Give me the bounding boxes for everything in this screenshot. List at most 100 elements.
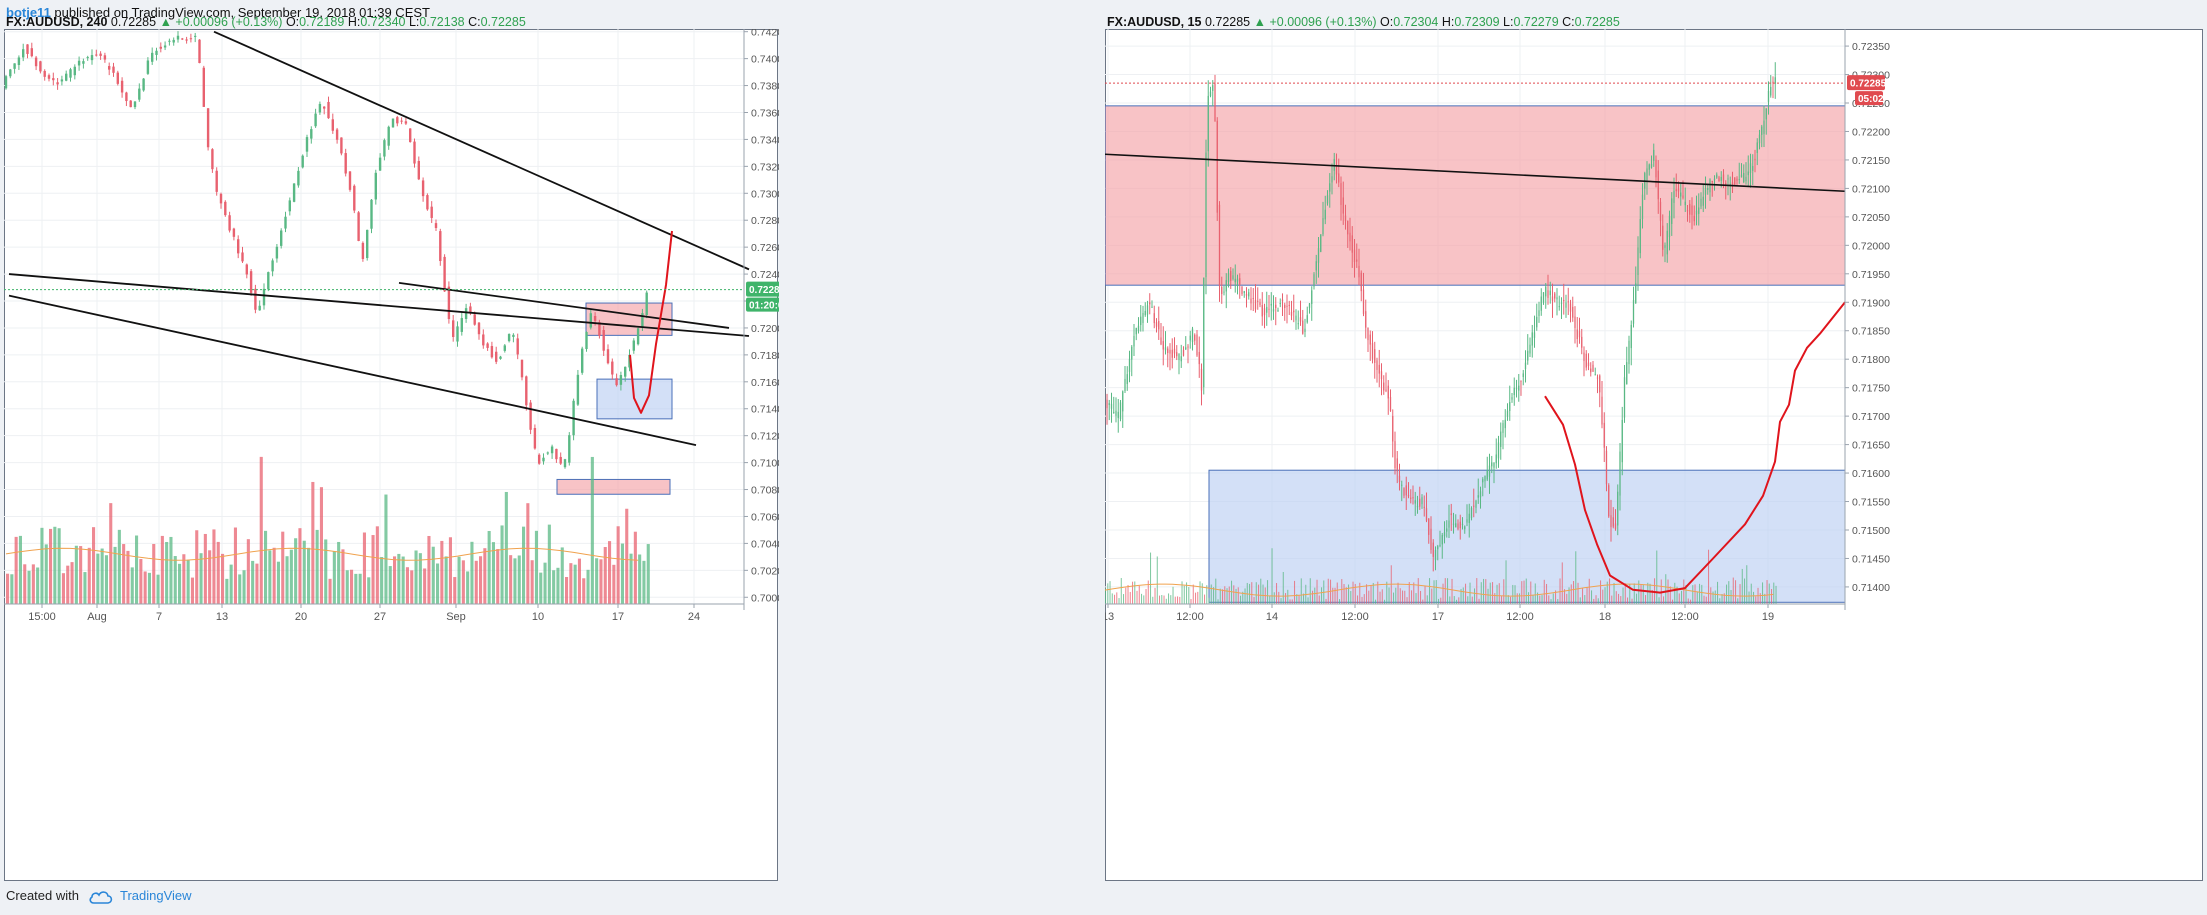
- candle-body: [1374, 349, 1376, 363]
- candle-body: [280, 230, 283, 246]
- volume-bar: [375, 526, 379, 604]
- trendline-0[interactable]: [8, 273, 750, 337]
- trendline-2[interactable]: [398, 281, 730, 329]
- volume-bar: [255, 563, 259, 604]
- candle-body: [1151, 306, 1153, 308]
- candle-body: [1722, 174, 1725, 182]
- volume-bar: [448, 537, 452, 604]
- candle-body: [1398, 475, 1401, 482]
- candle-body: [1765, 108, 1767, 120]
- volume-bar: [53, 526, 57, 604]
- volume-bar: [1577, 582, 1579, 604]
- volume-bar: [595, 558, 599, 604]
- candle-body: [1542, 292, 1545, 303]
- candle-body: [1770, 86, 1772, 96]
- volume-bar: [1280, 598, 1282, 604]
- candle-body: [1178, 353, 1180, 361]
- candle-body: [1662, 225, 1664, 250]
- candle-body: [469, 306, 472, 313]
- projection-path[interactable]: [629, 230, 673, 414]
- candle-body: [1630, 324, 1632, 349]
- candle-body: [1349, 232, 1351, 242]
- volume-bar: [1708, 549, 1710, 604]
- candle-body: [1119, 402, 1122, 419]
- price-tag: 0.72285: [1850, 79, 1887, 90]
- trendline-3[interactable]: [213, 30, 750, 271]
- right-chart[interactable]: 0.723500.723000.722500.722000.721500.721…: [1105, 29, 2203, 881]
- support-zone-1[interactable]: [1208, 469, 1846, 603]
- volume-bar: [599, 559, 603, 604]
- volume-bar: [1287, 589, 1289, 604]
- volume-bar: [509, 555, 513, 604]
- volume-bar: [1143, 595, 1145, 604]
- candle-body: [1194, 334, 1196, 341]
- candle-body: [1180, 356, 1182, 362]
- candle-body: [1680, 192, 1682, 197]
- candle-body: [1167, 348, 1169, 353]
- volume-bar: [616, 526, 620, 604]
- y-tick-label: 0.70400: [751, 538, 779, 550]
- volume-bar: [1717, 581, 1719, 604]
- author-link[interactable]: botje11: [6, 5, 51, 20]
- created-with-text: Created with: [6, 888, 79, 903]
- volume-bar: [1514, 585, 1516, 604]
- volume-bar: [324, 539, 328, 604]
- candle-body: [1279, 303, 1281, 305]
- candle-body: [146, 60, 150, 74]
- volume-bar: [1451, 578, 1453, 604]
- volume-bar: [350, 569, 354, 604]
- candle-body: [1270, 303, 1272, 306]
- volume-bar: [1145, 589, 1147, 604]
- left-chart-panel[interactable]: [4, 29, 778, 881]
- candle-body: [1583, 352, 1585, 362]
- volume-bar: [1746, 565, 1748, 604]
- volume-bar: [414, 550, 418, 604]
- projection-path[interactable]: [1544, 301, 1846, 594]
- y-tick-label: 0.71000: [751, 458, 779, 470]
- volume-bar: [436, 563, 440, 604]
- right-change: ▲ +0.00096 (+0.13%): [1253, 15, 1377, 29]
- candle-body: [189, 38, 193, 40]
- volume-bar: [1357, 595, 1359, 604]
- candle-body: [95, 54, 98, 56]
- resistance-zone-0[interactable]: [1105, 105, 1846, 286]
- volume-bar: [57, 528, 61, 604]
- candle-body: [1416, 506, 1419, 508]
- volume-bar: [259, 456, 263, 604]
- y-tick-label: 0.72350: [1852, 41, 1890, 53]
- left-last-price: 0.72285: [110, 15, 157, 29]
- volume-bar: [152, 543, 156, 604]
- trendline-1[interactable]: [8, 294, 697, 446]
- candle-body: [1646, 168, 1648, 180]
- y-tick-label: 0.71600: [751, 377, 779, 389]
- volume-bar: [1469, 582, 1471, 604]
- candle-body: [1515, 388, 1518, 390]
- volume-bar: [126, 550, 130, 604]
- volume-bar: [427, 535, 431, 604]
- candle-body: [426, 195, 429, 210]
- volume-bar: [1186, 582, 1188, 604]
- volume-bar: [1624, 583, 1626, 604]
- candle-body: [1254, 299, 1257, 310]
- volume-bar: [1276, 583, 1278, 604]
- candle-body: [589, 313, 592, 328]
- candle-body: [1110, 403, 1113, 409]
- tradingview-link[interactable]: TradingView: [120, 888, 192, 903]
- volume-bar: [1492, 582, 1494, 604]
- volume-bar: [1595, 595, 1597, 604]
- volume-bar: [577, 558, 581, 604]
- resistance-zone-2[interactable]: [556, 478, 671, 495]
- candle-body: [1387, 385, 1389, 399]
- y-tick-label: 0.70000: [751, 592, 779, 604]
- left-chart[interactable]: 0.74200 0.74000 0.73800 0.73600 0.73400 0.732…: [4, 29, 779, 881]
- volume-bar: [1111, 593, 1113, 604]
- candle-body: [1734, 177, 1736, 185]
- volume-bar: [18, 535, 22, 604]
- candle-body: [168, 40, 171, 42]
- trendline-0[interactable]: [1105, 153, 1846, 193]
- volume-bar: [1762, 582, 1764, 604]
- volume-bar: [1285, 593, 1287, 604]
- volume-bar: [332, 551, 336, 604]
- candle-body: [1362, 289, 1365, 314]
- candle-body: [1628, 340, 1630, 365]
